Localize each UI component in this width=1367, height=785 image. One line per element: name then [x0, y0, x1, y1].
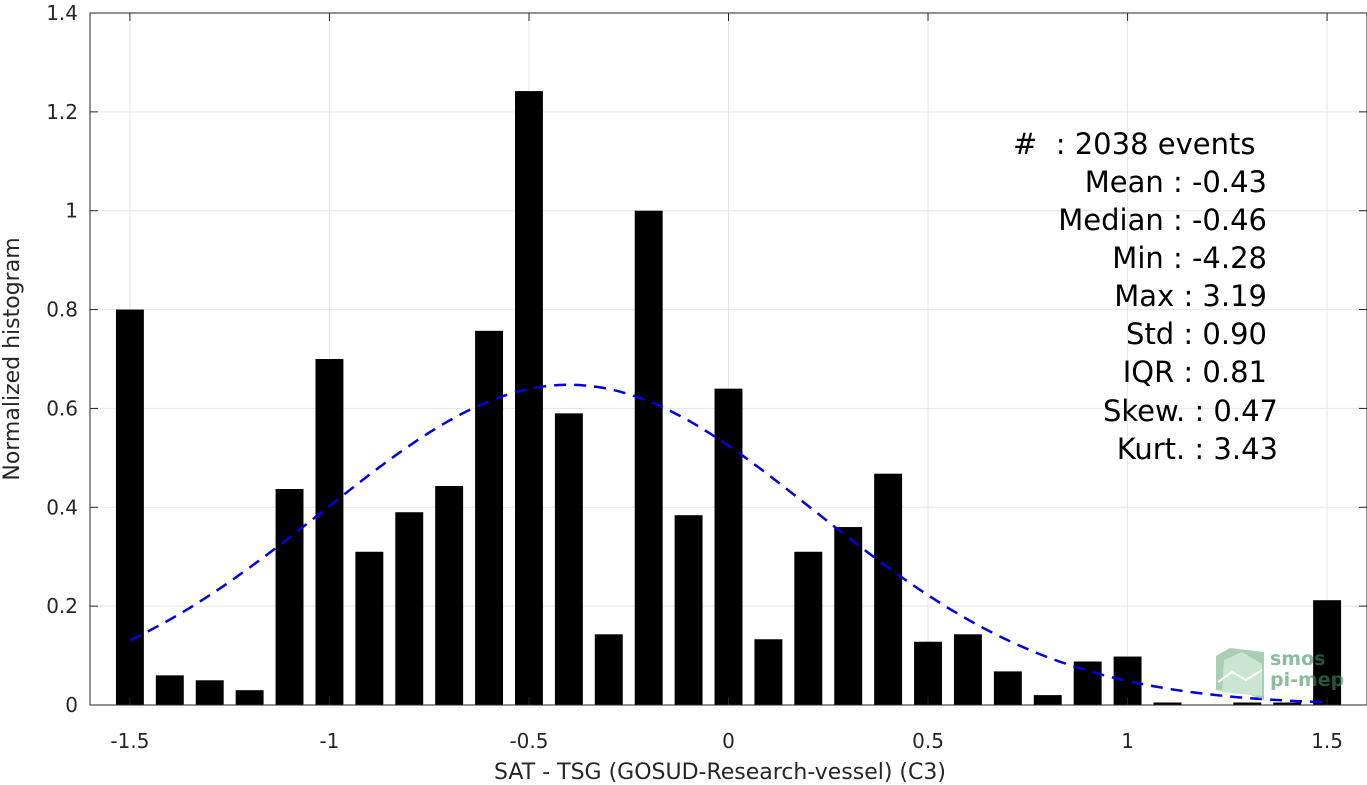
histogram-bar — [155, 675, 184, 705]
histogram-bar — [874, 473, 903, 705]
stat-std: Std : 0.90 — [1126, 317, 1267, 351]
histogram-bar — [634, 210, 663, 705]
stat-mean: Mean : -0.43 — [1085, 165, 1267, 199]
logo-text-line1: smos — [1270, 648, 1325, 670]
logo-text-line2: pi-mep — [1270, 669, 1344, 691]
histogram-bars — [115, 91, 1342, 705]
stat-iqr: IQR : 0.81 — [1123, 355, 1267, 389]
y-tick-label: 1 — [65, 199, 78, 223]
fit-curve-layer — [129, 383, 1328, 704]
histogram-bar — [953, 634, 982, 705]
y-tick-label: 1.4 — [46, 1, 78, 25]
stat-max: Max : 3.19 — [1114, 279, 1267, 313]
histogram-bar — [594, 634, 623, 705]
histogram-bar — [1033, 695, 1062, 705]
stat-events: # : 2038 events — [1013, 127, 1255, 161]
y-axis-label: Normalized histogram — [0, 237, 25, 480]
histogram-bar — [993, 671, 1022, 705]
x-tick-label: -1 — [319, 729, 339, 753]
histogram-bar — [1273, 702, 1302, 705]
x-tick-label: 0.5 — [912, 729, 944, 753]
histogram-bar — [1153, 702, 1182, 705]
y-tick-label: 0.4 — [46, 495, 78, 519]
histogram-bar — [355, 551, 384, 705]
histogram-bar — [714, 388, 743, 705]
histogram-bar — [395, 512, 424, 705]
stat-skew: Skew. : 0.47 — [1103, 394, 1278, 428]
stat-kurt: Kurt. : 3.43 — [1117, 432, 1278, 466]
histogram-bar — [754, 639, 783, 705]
histogram-bar — [195, 680, 224, 705]
histogram-bar — [1313, 600, 1342, 705]
logo-mark-icon — [1216, 648, 1264, 700]
x-tick-label: 0 — [722, 729, 735, 753]
x-axis-label: SAT - TSG (GOSUD-Research-vessel) (C3) — [494, 760, 946, 785]
y-tick-label: 0.2 — [46, 594, 78, 618]
smos-pimep-logo: smos pi-mep — [1216, 648, 1344, 700]
histogram-bar — [115, 309, 144, 705]
x-tick-label: -0.5 — [509, 729, 548, 753]
histogram-bar — [674, 515, 703, 705]
x-tick-label: 1 — [1121, 729, 1134, 753]
histogram-bar — [235, 690, 264, 705]
histogram-bar — [914, 641, 942, 705]
histogram-bar — [1113, 656, 1142, 705]
grid — [90, 12, 1367, 706]
stat-min: Min : -4.28 — [1112, 241, 1267, 275]
x-tick-label: 1.5 — [1311, 729, 1343, 753]
y-tick-label: 1.2 — [46, 100, 78, 124]
histogram-bar — [554, 413, 583, 705]
y-tick-label: 0.6 — [46, 396, 78, 420]
normal-fit-curve — [129, 383, 1328, 704]
histogram-bar — [834, 527, 863, 705]
statistics-box: # : 2038 events Mean : -0.43 Median : -0… — [1013, 127, 1278, 466]
histogram-bar — [1233, 702, 1262, 705]
stat-median: Median : -0.46 — [1058, 203, 1267, 237]
y-tick-label: 0.8 — [46, 298, 78, 322]
histogram-bar — [435, 486, 464, 705]
x-tick-label: -1.5 — [110, 729, 149, 753]
histogram-bar — [515, 91, 543, 705]
histogram-bar — [475, 330, 504, 705]
histogram-bar — [315, 359, 344, 705]
histogram-bar — [794, 551, 823, 705]
histogram-bar — [275, 488, 304, 705]
axis-ticks: -1.5 -1 -0.5 0 0.5 1 1.5 0 0.2 0.4 0.6 0.8 1 1.2 1.4 — [46, 1, 1367, 753]
y-tick-label: 0 — [65, 693, 78, 717]
